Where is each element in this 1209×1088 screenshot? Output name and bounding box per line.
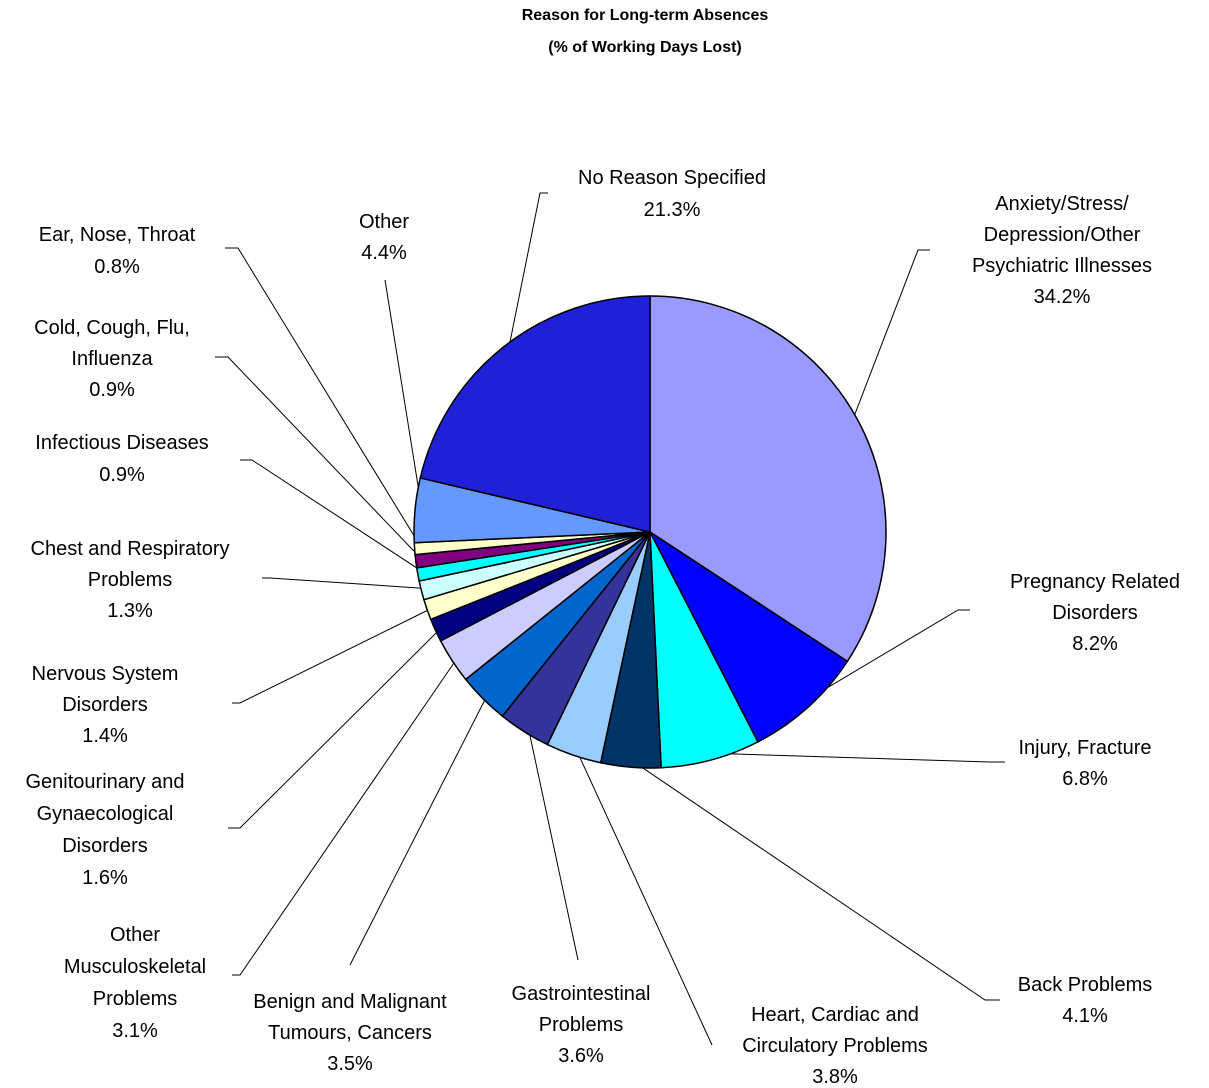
value-label: 0.9% bbox=[89, 379, 135, 401]
slice-label: No Reason Specified bbox=[578, 167, 766, 189]
slice-label: Cold, Cough, Flu, Influenza bbox=[34, 317, 190, 370]
pie-slice bbox=[419, 295, 651, 533]
leader-line bbox=[384, 279, 423, 511]
value-label: 1.3% bbox=[107, 600, 153, 622]
slice-label: Other bbox=[359, 211, 409, 233]
slice-label: Back Problems bbox=[1018, 974, 1153, 996]
chart-subtitle: (% of Working Days Lost) bbox=[548, 39, 742, 56]
leader-line bbox=[240, 459, 426, 574]
leader-line bbox=[575, 748, 713, 1046]
leader-line bbox=[232, 606, 435, 704]
slice-label: Heart, Cardiac and Circulatory Problems bbox=[742, 1004, 928, 1057]
leader-line bbox=[232, 656, 459, 976]
value-label: 3.1% bbox=[112, 1020, 158, 1042]
leader-line bbox=[215, 356, 424, 561]
leader-line bbox=[228, 626, 443, 829]
value-label: 1.4% bbox=[82, 725, 128, 747]
slice-label: Other Musculoskeletal Problems bbox=[64, 924, 206, 1010]
slice-label: Infectious Diseases bbox=[35, 432, 208, 454]
value-label: 0.8% bbox=[94, 256, 140, 278]
value-label: 3.8% bbox=[812, 1066, 858, 1088]
value-label: 4.1% bbox=[1062, 1005, 1108, 1027]
value-label: 4.4% bbox=[361, 242, 407, 264]
value-label: 3.6% bbox=[558, 1045, 604, 1067]
leader-line bbox=[709, 752, 1005, 763]
chart-title: Reason for Long-term Absences bbox=[522, 7, 769, 24]
slice-label: Anxiety/Stress/Depression/Other Psychiatr… bbox=[972, 193, 1152, 277]
leader-line bbox=[225, 247, 423, 549]
leader-line bbox=[507, 192, 548, 353]
value-label: 0.9% bbox=[99, 464, 145, 486]
slice-label: Gastrointestinal Problems bbox=[512, 983, 651, 1036]
slice-label: Pregnancy Related Disorders bbox=[1010, 571, 1180, 624]
slice-label: Chest and Respiratory Problems bbox=[31, 538, 230, 591]
value-label: 3.5% bbox=[327, 1053, 373, 1075]
value-label: 6.8% bbox=[1062, 768, 1108, 790]
slice-label: Nervous System Disorders bbox=[32, 663, 179, 716]
leader-line bbox=[349, 693, 489, 966]
value-label: 21.3% bbox=[644, 199, 701, 221]
leader-line bbox=[802, 609, 970, 703]
leader-line bbox=[631, 759, 1000, 1001]
pie-slice bbox=[648, 529, 849, 743]
slice-label: Benign and Malignant Tumours, Cancers bbox=[253, 991, 447, 1044]
value-label: 8.2% bbox=[1072, 633, 1118, 655]
value-label: 34.2% bbox=[1034, 286, 1091, 308]
leader-line bbox=[262, 577, 429, 590]
leader-line bbox=[850, 249, 930, 424]
slice-label: Ear, Nose, Throat bbox=[39, 224, 196, 246]
slice-label: Injury, Fracture bbox=[1019, 737, 1152, 759]
slice-label: Genitourinary and Gynaecological Disorders bbox=[26, 771, 185, 857]
value-label: 1.6% bbox=[82, 867, 128, 889]
leader-line bbox=[527, 725, 579, 961]
